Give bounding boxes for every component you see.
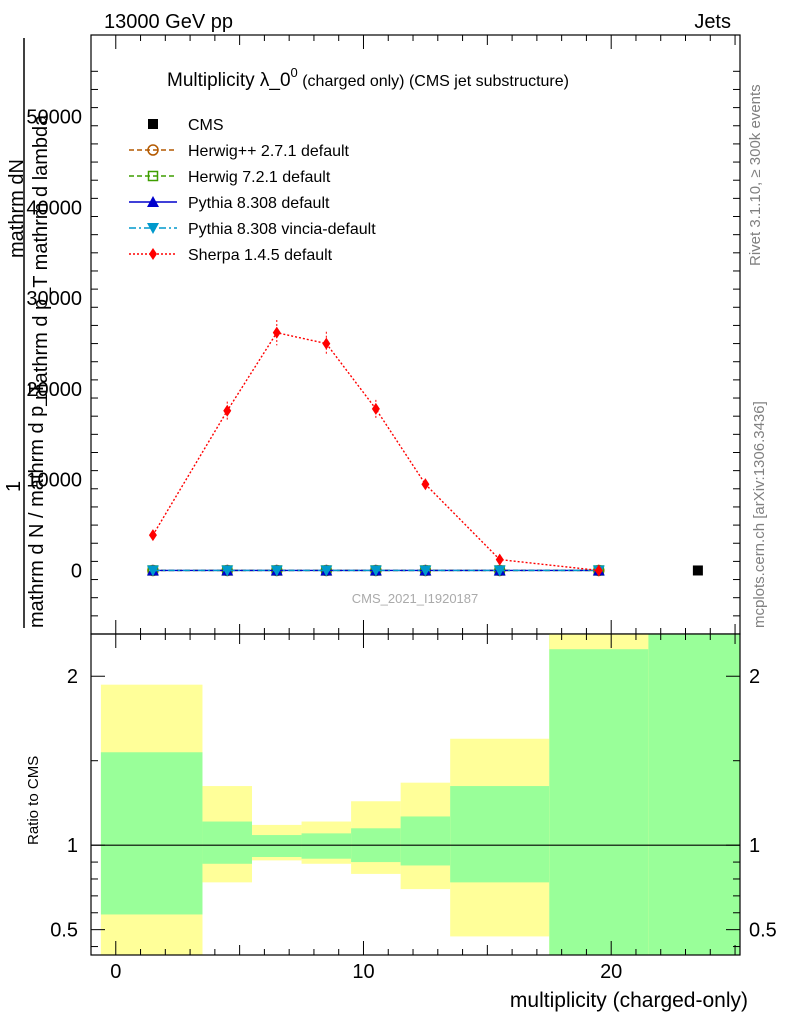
ratio-y-tick-label-right: 1 bbox=[749, 835, 760, 857]
legend-marker-5 bbox=[149, 248, 157, 260]
ratio-band-green-0 bbox=[100, 752, 203, 915]
y-tick-label: 20000 bbox=[26, 379, 82, 401]
series-5-point bbox=[421, 478, 430, 491]
process-label: Jets bbox=[694, 11, 731, 33]
ratio-y-tick-label-right: 0.5 bbox=[749, 920, 777, 942]
ratio-band-green-6 bbox=[450, 786, 550, 883]
x-tick-label: 20 bbox=[600, 961, 622, 983]
series-4-point bbox=[493, 565, 506, 577]
ratio-y-tick-label: 2 bbox=[67, 666, 78, 688]
series-4-point bbox=[320, 565, 333, 577]
rivet-version-label: Rivet 3.1.10, ≥ 300k events bbox=[747, 84, 764, 266]
y-axis-label-num: 1 bbox=[3, 481, 25, 492]
series-4-point bbox=[369, 565, 382, 577]
series-4-point bbox=[146, 565, 159, 577]
legend-label-2: Herwig 7.2.1 default bbox=[188, 169, 331, 186]
series-4-point bbox=[419, 565, 432, 577]
main-title-text: Multiplicity λ_0 bbox=[167, 70, 291, 91]
legend-marker-4 bbox=[147, 223, 159, 234]
legend-marker-1 bbox=[147, 144, 159, 156]
y-axis-label-top: mathrm dN bbox=[6, 159, 28, 258]
main-title-sup: 0 bbox=[291, 65, 298, 80]
legend-label-5: Sherpa 1.4.5 default bbox=[188, 247, 333, 264]
main-panel: 0 10000 20000 30000 40000 50000 CMS Herwig++ 2.… bbox=[26, 34, 741, 635]
ratio-band-green-5 bbox=[400, 816, 451, 866]
y-axis-label-mid: mathrm d p_T mathrm d lambda bbox=[30, 114, 52, 400]
x-axis-label: multiplicity (charged-only) bbox=[510, 989, 748, 1012]
y-tick-label: 50000 bbox=[26, 107, 82, 129]
series-5-point bbox=[495, 553, 504, 566]
reference-label: mcplots.cern.ch [arXiv:1306.3436] bbox=[751, 401, 768, 628]
x-tick-label: 10 bbox=[352, 961, 374, 983]
series-0-point bbox=[692, 565, 703, 576]
ratio-y-axis-label: Ratio to CMS bbox=[25, 756, 42, 845]
ratio-band-green-1 bbox=[202, 821, 253, 864]
series-4-point bbox=[270, 565, 283, 577]
y-tick-label: 10000 bbox=[26, 470, 82, 492]
legend-label-4: Pythia 8.308 vincia-default bbox=[188, 221, 376, 238]
legend-label-0: CMS bbox=[188, 117, 224, 134]
series-5-point bbox=[371, 402, 380, 415]
ratio-band-green-2 bbox=[252, 835, 302, 858]
legend-label-3: Pythia 8.308 default bbox=[188, 195, 330, 212]
ratio-band-yellow-extra-0 bbox=[100, 919, 203, 955]
legend-label-1: Herwig++ 2.7.1 default bbox=[188, 143, 350, 160]
y-tick-label: 40000 bbox=[26, 197, 82, 219]
y-tick-label: 30000 bbox=[26, 288, 82, 310]
y-tick-label: 0 bbox=[71, 560, 82, 582]
series-4-point bbox=[221, 565, 234, 577]
ratio-band-yellow-extra-1 bbox=[549, 634, 649, 650]
ratio-y-tick-label: 0.5 bbox=[50, 920, 78, 942]
ratio-band-green-3 bbox=[301, 833, 352, 859]
series-5-point bbox=[223, 404, 232, 417]
ratio-y-tick-label: 1 bbox=[67, 835, 78, 857]
series-5-point bbox=[148, 529, 157, 542]
series-5-point bbox=[272, 326, 281, 339]
ratio-band-green-8 bbox=[648, 634, 740, 955]
series-5-point bbox=[594, 564, 603, 577]
legend-marker-3 bbox=[147, 196, 159, 207]
energy-label: 13000 GeV pp bbox=[104, 11, 233, 33]
main-title: Multiplicity λ_00 (charged only) (CMS je… bbox=[167, 65, 569, 91]
x-tick-label: 0 bbox=[110, 961, 121, 983]
ratio-band-green-7 bbox=[549, 634, 649, 955]
ratio-y-tick-label-right: 2 bbox=[749, 666, 760, 688]
series-5-point bbox=[322, 337, 331, 350]
ratio-frame bbox=[90, 633, 741, 956]
watermark-label: CMS_2021_I1920187 bbox=[352, 591, 479, 606]
series-line-5 bbox=[152, 331, 599, 572]
y-axis-label-den: mathrm d N / mathrm d p_T bbox=[26, 382, 48, 628]
ratio-panel: 0 10 20 0.5 0.5 1 1 2 2 bbox=[50, 633, 777, 983]
legend-marker-0 bbox=[148, 119, 158, 129]
main-title-rest: (charged only) (CMS jet substructure) bbox=[298, 73, 569, 90]
legend-marker-2 bbox=[147, 170, 159, 182]
